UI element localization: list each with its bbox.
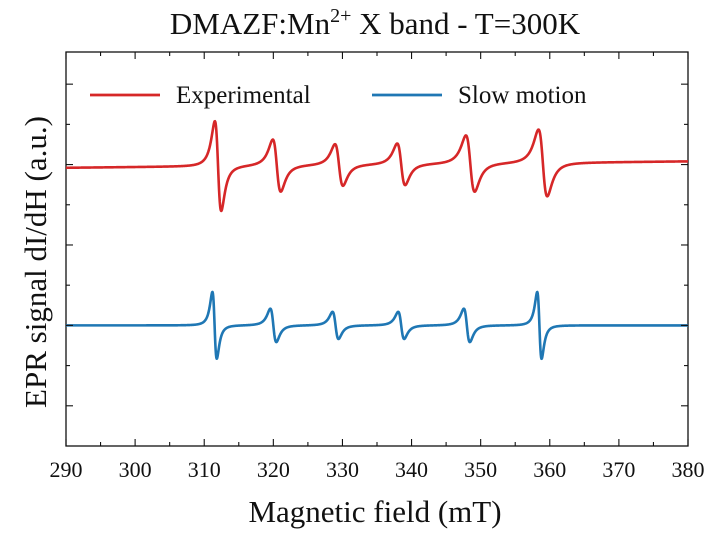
series-line-experimental bbox=[65, 119, 689, 213]
chart-title-suffix: X band - T=300K bbox=[351, 6, 580, 41]
x-axis-label: Magnetic field (mT) bbox=[248, 494, 501, 529]
y-axis-ticks bbox=[66, 83, 688, 407]
chart-title-prefix: DMAZF:Mn bbox=[170, 6, 331, 41]
x-tick-label: 370 bbox=[602, 457, 635, 482]
y-axis-label: EPR signal dI/dH (a.u.) bbox=[18, 116, 53, 408]
x-tick-label: 350 bbox=[464, 457, 497, 482]
x-tick-label: 380 bbox=[672, 457, 705, 482]
x-tick-label: 330 bbox=[326, 457, 359, 482]
x-tick-label: 290 bbox=[50, 457, 83, 482]
x-tick-label: 310 bbox=[188, 457, 221, 482]
x-tick-label: 320 bbox=[257, 457, 290, 482]
x-tick-label: 340 bbox=[395, 457, 428, 482]
x-axis-ticks: 290 300 310 320 330 340 350 360 370 380 bbox=[50, 52, 705, 482]
legend: Experimental Slow motion bbox=[90, 82, 587, 109]
chart-title-superscript: 2+ bbox=[330, 5, 351, 27]
series-line-slow-motion bbox=[65, 290, 689, 361]
x-tick-label: 300 bbox=[119, 457, 152, 482]
plot-frame bbox=[65, 51, 689, 447]
legend-label-slow-motion: Slow motion bbox=[458, 82, 587, 109]
chart-title: DMAZF:Mn2+ X band - T=300K bbox=[170, 5, 581, 41]
legend-label-experimental: Experimental bbox=[176, 82, 311, 109]
plot-area bbox=[65, 51, 689, 447]
x-tick-label: 360 bbox=[533, 457, 566, 482]
series-layer bbox=[65, 119, 689, 361]
